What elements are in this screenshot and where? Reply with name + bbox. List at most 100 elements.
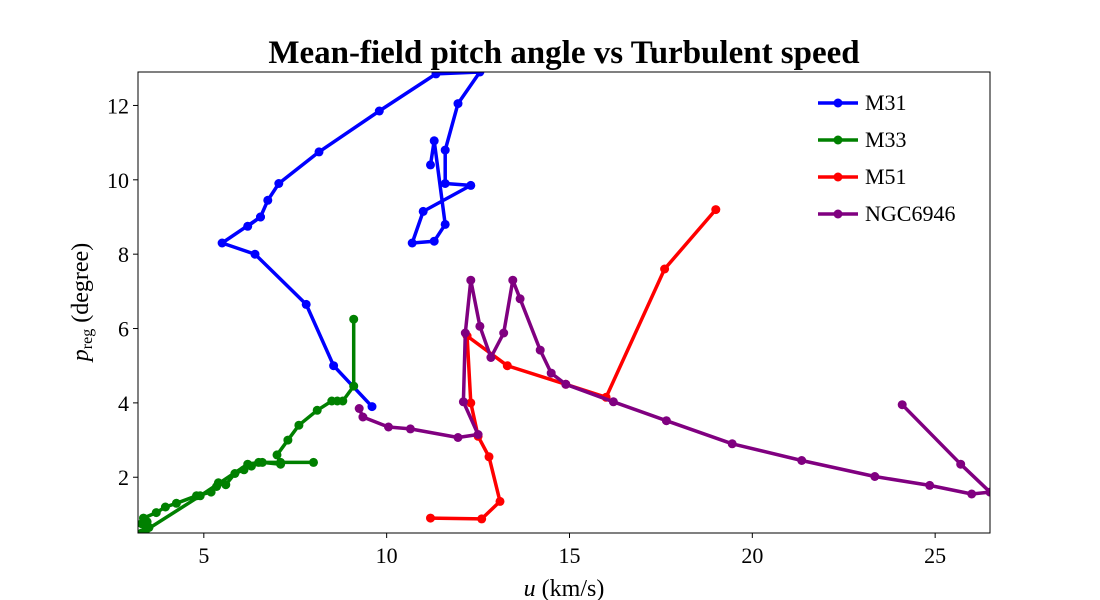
data-point-m51	[484, 452, 494, 462]
data-point-m33	[272, 450, 282, 460]
y-tick-label: 6	[118, 317, 129, 342]
data-point-m31	[329, 361, 339, 371]
plot-area	[138, 72, 990, 533]
data-point-ngc6946	[458, 397, 468, 407]
data-point-m33	[138, 528, 147, 533]
data-point-m31	[440, 145, 450, 155]
data-point-m31	[263, 195, 273, 205]
data-point-m33	[160, 502, 170, 512]
data-point-m33	[230, 469, 240, 478]
data-point-m33	[221, 480, 231, 490]
data-point-m31	[466, 180, 476, 190]
plot-frame	[137, 71, 991, 534]
data-point-ngc6946	[475, 321, 485, 331]
data-point-m33	[327, 396, 337, 406]
data-point-ngc6946	[925, 480, 935, 490]
data-point-ngc6946	[384, 422, 393, 432]
x-axis-label-var: u	[524, 576, 536, 600]
data-point-m33	[243, 459, 253, 469]
data-point-ngc6946	[870, 472, 880, 481]
data-point-m33	[151, 508, 161, 518]
y-tick-label: 12	[107, 93, 129, 118]
x-tick-label: 20	[741, 543, 763, 568]
data-point-m31	[431, 72, 441, 79]
data-point-m31	[440, 219, 450, 229]
data-point-m33	[276, 457, 286, 467]
data-point-m31	[243, 221, 253, 231]
data-point-m51	[711, 205, 721, 215]
data-point-ngc6946	[561, 379, 571, 389]
x-tick-label: 15	[558, 543, 580, 568]
series-line-m51	[428, 207, 718, 521]
data-point-ngc6946	[797, 456, 807, 465]
series-line-ngc6946	[357, 278, 990, 496]
data-point-m31	[217, 238, 227, 248]
data-point-ngc6946	[508, 275, 518, 285]
data-point-m31	[314, 147, 324, 157]
data-point-m51	[495, 496, 505, 506]
series-m33	[138, 314, 359, 533]
series-line-m31	[220, 72, 482, 409]
data-point-m51	[502, 361, 512, 371]
data-point-ngc6946	[956, 459, 966, 469]
data-point-m31	[440, 179, 450, 188]
y-axis-label-unit: (degree)	[68, 243, 94, 329]
legend-marker-m31	[833, 98, 843, 108]
legend-item-m33: M33	[818, 127, 907, 152]
data-point-ngc6946	[897, 400, 907, 410]
data-point-m33	[309, 457, 318, 467]
data-point-ngc6946	[453, 433, 463, 442]
legend-label-m51: M51	[865, 164, 907, 189]
data-point-m31	[426, 160, 435, 170]
chart-title: Mean-field pitch angle vs Turbulent spee…	[268, 35, 859, 71]
data-point-m33	[206, 487, 216, 497]
series-ngc6946	[354, 275, 990, 499]
legend-item-m51: M51	[818, 164, 907, 189]
data-point-m33	[349, 381, 359, 391]
y-tick-label: 10	[107, 168, 129, 193]
y-axis: 2 4 6 8 10 12	[107, 93, 138, 490]
y-tick-label: 4	[118, 391, 129, 416]
data-point-ngc6946	[727, 439, 737, 449]
data-point-ngc6946	[358, 412, 368, 422]
data-point-ngc6946	[967, 489, 977, 499]
data-point-m31	[429, 236, 439, 246]
data-point-m33	[195, 491, 205, 501]
data-point-ngc6946	[473, 430, 483, 439]
data-point-m33	[254, 457, 264, 467]
data-point-ngc6946	[499, 328, 509, 338]
y-axis-label-var: p	[68, 349, 94, 363]
data-point-m31	[418, 206, 428, 216]
data-point-m33	[294, 420, 304, 430]
x-axis: 5 10 15 20 25	[198, 533, 946, 568]
x-tick-label: 5	[198, 543, 209, 568]
x-tick-label: 10	[376, 543, 398, 568]
data-point-ngc6946	[466, 275, 476, 285]
data-point-m33	[349, 314, 359, 324]
data-point-m31	[475, 72, 485, 77]
data-point-ngc6946	[661, 416, 671, 426]
data-point-m33	[138, 519, 147, 529]
data-point-m31	[250, 249, 260, 259]
legend-marker-m33	[833, 135, 843, 145]
data-point-m31	[374, 106, 384, 116]
data-point-ngc6946	[546, 368, 556, 378]
data-point-ngc6946	[486, 353, 496, 362]
data-point-m31	[453, 99, 463, 109]
data-point-m51	[660, 264, 670, 274]
data-point-ngc6946	[985, 487, 990, 497]
data-point-m31	[367, 402, 377, 412]
data-point-ngc6946	[405, 424, 415, 434]
x-axis-label-unit: (km/s)	[536, 576, 605, 600]
legend-item-ngc6946: NGC6946	[818, 201, 955, 226]
data-point-m33	[171, 498, 181, 508]
x-axis-label: u (km/s)	[524, 576, 605, 600]
data-point-m31	[407, 238, 417, 248]
data-point-ngc6946	[535, 345, 545, 355]
series-m31	[217, 72, 485, 412]
data-point-ngc6946	[460, 328, 470, 338]
y-axis-label-sub: reg	[79, 329, 96, 349]
data-point-m31	[256, 212, 265, 222]
data-point-ngc6946	[515, 294, 525, 304]
